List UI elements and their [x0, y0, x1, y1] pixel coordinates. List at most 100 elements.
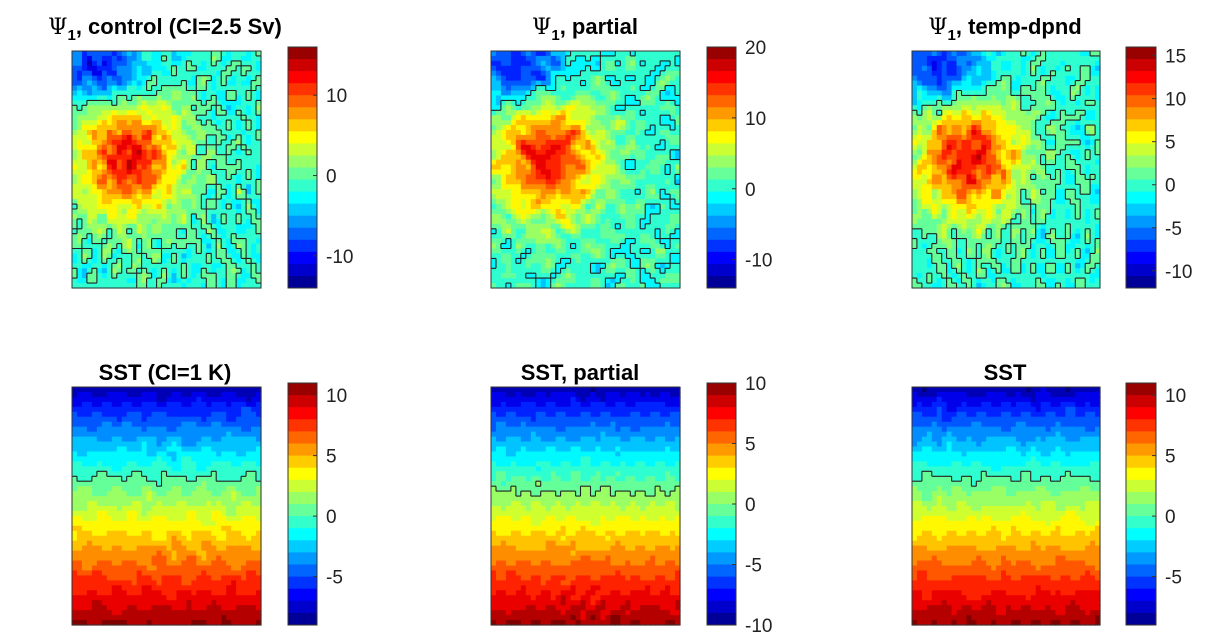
heatmap-cell	[675, 268, 681, 274]
heatmap-cell	[580, 65, 587, 72]
heatmap-cell	[996, 70, 1002, 77]
heatmap-cell	[1070, 189, 1076, 195]
heatmap-cell	[196, 110, 202, 116]
heatmap-cell	[256, 213, 262, 220]
heatmap-cell	[116, 164, 123, 171]
heatmap-cell	[535, 268, 542, 274]
heatmap-cell	[256, 105, 262, 111]
heatmap-cell	[936, 85, 943, 92]
heatmap-cell	[231, 169, 237, 176]
heatmap-cell	[495, 70, 502, 77]
heatmap-cell	[600, 218, 606, 225]
heatmap-cell	[640, 199, 646, 205]
heatmap-cell	[540, 184, 547, 190]
heatmap-cell	[936, 51, 943, 57]
heatmap-cell	[505, 169, 512, 176]
heatmap-cell	[966, 184, 972, 190]
heatmap-cell	[1075, 115, 1081, 121]
heatmap-cell	[141, 283, 148, 289]
heatmap-cell	[946, 164, 953, 171]
heatmap-cell	[1050, 149, 1057, 156]
heatmap-cell	[141, 120, 148, 126]
heatmap-cell	[101, 51, 108, 57]
heatmap-cell	[186, 125, 192, 131]
heatmap-cell	[555, 154, 562, 161]
heatmap-cell	[600, 134, 606, 141]
heatmap-cell	[660, 194, 666, 200]
heatmap-cell	[121, 95, 128, 101]
heatmap-cell	[650, 228, 656, 235]
heatmap-cell	[171, 194, 178, 200]
heatmap-cell	[121, 233, 128, 240]
heatmap-cell	[625, 213, 631, 220]
heatmap-cell	[216, 258, 222, 264]
heatmap-cell	[121, 263, 128, 269]
heatmap-cell	[565, 149, 572, 156]
heatmap-cell	[241, 80, 247, 87]
heatmap-cell	[221, 174, 227, 180]
heatmap-cell	[610, 130, 616, 136]
heatmap-cell	[595, 213, 602, 220]
heatmap-cell	[640, 139, 646, 146]
heatmap-cell	[665, 194, 671, 200]
heatmap-cell	[520, 60, 527, 67]
heatmap-cell	[530, 228, 537, 235]
heatmap-cell	[246, 115, 252, 121]
heatmap-cell	[560, 253, 567, 259]
heatmap-cell	[166, 218, 173, 225]
heatmap-cell	[625, 253, 631, 259]
heatmap-cell	[931, 125, 938, 131]
heatmap-cell	[600, 223, 606, 230]
heatmap-cell	[236, 51, 242, 57]
heatmap-cell	[96, 159, 103, 166]
heatmap-cell	[1070, 154, 1076, 161]
heatmap-cell	[171, 199, 178, 205]
heatmap-cell	[1090, 65, 1096, 72]
heatmap-cell	[515, 90, 522, 97]
heatmap-cell	[951, 130, 958, 136]
heatmap-cell	[116, 253, 123, 259]
heatmap-cell	[635, 243, 641, 250]
heatmap-cell	[976, 154, 982, 161]
heatmap-cell	[525, 154, 532, 161]
heatmap-cell	[545, 278, 552, 284]
heatmap-cell	[246, 248, 252, 255]
heatmap-cell	[635, 110, 641, 116]
heatmap-cell	[912, 154, 918, 161]
heatmap-cell	[605, 144, 611, 151]
heatmap-cell	[946, 174, 953, 180]
heatmap-cell	[951, 169, 958, 176]
heatmap-cell	[1001, 90, 1007, 97]
heatmap-cell	[186, 283, 192, 289]
heatmap-cell	[630, 51, 636, 57]
heatmap-cell	[996, 159, 1002, 166]
heatmap-cell	[76, 55, 83, 62]
heatmap-cell	[951, 125, 958, 131]
heatmap-cell	[655, 189, 661, 195]
heatmap-cell	[256, 184, 262, 190]
heatmap-cell	[1001, 125, 1007, 131]
heatmap-cell	[535, 233, 542, 240]
heatmap-cell	[505, 154, 512, 161]
heatmap-cell	[565, 95, 572, 101]
heatmap-cell	[615, 60, 621, 67]
heatmap-cell	[590, 258, 597, 264]
heatmap-cell	[635, 233, 641, 240]
heatmap-cell	[72, 110, 78, 116]
heatmap-cell	[650, 159, 656, 166]
heatmap-cell	[186, 194, 192, 200]
heatmap-cell	[540, 120, 547, 126]
heatmap-cell	[495, 164, 502, 171]
heatmap-cell	[510, 110, 517, 116]
heatmap-cell	[555, 199, 562, 205]
heatmap-cell	[640, 65, 646, 72]
heatmap-cell	[86, 110, 93, 116]
heatmap-cell	[510, 120, 517, 126]
heatmap-cell	[246, 125, 252, 131]
heatmap-cell	[246, 75, 252, 82]
heatmap-cell	[201, 238, 207, 245]
heatmap-cell	[615, 149, 621, 156]
heatmap-cell	[166, 268, 173, 274]
heatmap-cell	[625, 139, 631, 146]
